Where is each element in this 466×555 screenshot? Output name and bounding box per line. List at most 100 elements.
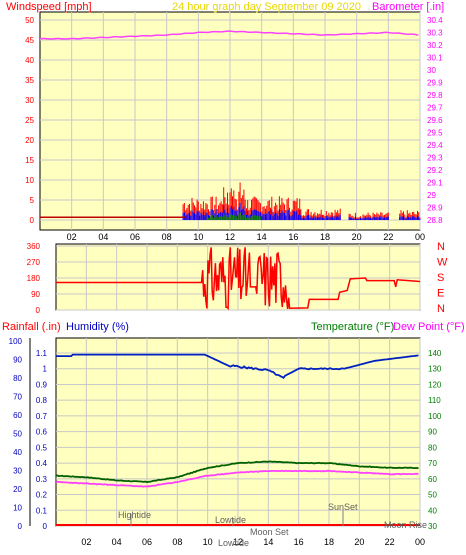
rain-tick-label: 10 xyxy=(13,504,22,513)
series-lines xyxy=(39,30,421,526)
temperature-tick-label: 130 xyxy=(428,365,442,374)
rain-tick-label: 30 xyxy=(13,467,22,476)
temperature-line xyxy=(55,460,419,484)
x-tick-label: 06 xyxy=(130,232,140,242)
compass-label: S xyxy=(437,272,444,284)
x-tick-label-bottom: 20 xyxy=(354,537,364,547)
humidity-tick-label: 1.1 xyxy=(36,349,48,358)
wind-tick-label: 30 xyxy=(25,96,34,105)
lowtide-label: Lowtide xyxy=(215,515,246,525)
baro-tick-label: 29.3 xyxy=(427,154,443,163)
baro-tick-label: 29.4 xyxy=(427,141,443,150)
dir-tick-label: 0 xyxy=(36,306,41,315)
rain-tick-label: 70 xyxy=(13,393,22,402)
rain-tick-label: 20 xyxy=(13,485,22,494)
baro-tick-label: 29.2 xyxy=(427,166,443,175)
baro-tick-label: 29.7 xyxy=(427,104,443,113)
x-tick-label: 08 xyxy=(162,232,172,242)
compass-label: N xyxy=(437,303,445,315)
x-tick-label-bottom: 04 xyxy=(112,537,122,547)
moonrise-label: Moon Rise xyxy=(384,520,427,530)
wind-tick-label: 0 xyxy=(30,216,35,225)
x-tick-label-bottom: 06 xyxy=(142,537,152,547)
wind-tick-label: 45 xyxy=(25,36,34,45)
temperature-tick-label: 90 xyxy=(428,428,437,437)
humidity-tick-label: 0.3 xyxy=(36,475,48,484)
lowtide2-label: Lowtide xyxy=(218,538,249,548)
x-tick-label-bottom: 10 xyxy=(203,537,213,547)
wind-tick-label: 5 xyxy=(30,196,35,205)
wind-tick-label: 25 xyxy=(25,116,34,125)
humidity-tick-label: 0.5 xyxy=(36,443,48,452)
temperature-tick-label: 100 xyxy=(428,412,442,421)
baro-tick-label: 30.1 xyxy=(427,54,443,63)
x-tick-label: 04 xyxy=(98,232,108,242)
temperature-tick-label: 110 xyxy=(428,396,441,405)
temperature-tick-label: 60 xyxy=(428,475,437,484)
temperature-tick-label: 50 xyxy=(428,491,437,500)
temperature-title: Temperature (°F) xyxy=(311,321,394,333)
humidity-tick-label: 0.4 xyxy=(36,459,48,468)
humidity-tick-label: 0.2 xyxy=(36,491,48,500)
baro-tick-label: 29.8 xyxy=(427,91,443,100)
rain-tick-label: 0 xyxy=(18,522,23,531)
humidity-tick-label: 0.9 xyxy=(36,380,48,389)
temperature-tick-label: 70 xyxy=(428,459,437,468)
x-tick-label: 20 xyxy=(352,232,362,242)
baro-tick-label: 30.2 xyxy=(427,41,443,50)
avg-wind-bars xyxy=(206,212,261,220)
wind-tick-label: 10 xyxy=(25,176,34,185)
humidity-title: Humidity (%) xyxy=(66,321,129,333)
x-tick-label-bottom: 22 xyxy=(385,537,395,547)
compass-label: E xyxy=(437,288,444,300)
baro-tick-label: 29.5 xyxy=(427,129,443,138)
humidity-tick-label: 0.8 xyxy=(36,396,48,405)
x-tick-label: 22 xyxy=(383,232,393,242)
humidity-tick-label: 1 xyxy=(43,365,48,374)
temperature-tick-label: 120 xyxy=(428,380,442,389)
baro-tick-label: 30 xyxy=(427,66,436,75)
baro-tick-label: 29.6 xyxy=(427,116,443,125)
humidity-tick-label: 0.6 xyxy=(36,428,48,437)
x-tick-label: 16 xyxy=(288,232,298,242)
x-tick-label-bottom: 14 xyxy=(263,537,273,547)
baro-tick-label: 29.1 xyxy=(427,179,443,188)
humidity-tick-label: 0.1 xyxy=(36,506,48,515)
humidity-tick-label: 0 xyxy=(43,522,48,531)
wind-tick-label: 50 xyxy=(25,16,34,25)
x-tick-label-bottom: 12 xyxy=(233,537,243,547)
dir-tick-label: 180 xyxy=(27,274,41,283)
temperature-tick-label: 30 xyxy=(428,522,437,531)
x-tick-label: 02 xyxy=(67,232,77,242)
baro-tick-label: 28.9 xyxy=(427,204,443,213)
windspeed-bars xyxy=(182,182,421,220)
rain-title: Rainfall (.in) xyxy=(2,321,61,333)
x-tick-label-bottom: 02 xyxy=(81,537,91,547)
wind-tick-label: 15 xyxy=(25,156,34,165)
dir-tick-label: 90 xyxy=(31,290,40,299)
barometer-line xyxy=(39,30,419,40)
moonset-label: Moon Set xyxy=(250,527,289,537)
hightide-label: Hightide xyxy=(118,510,151,520)
x-tick-label: 00 xyxy=(415,232,425,242)
temperature-tick-label: 140 xyxy=(428,349,442,358)
dir-tick-label: 270 xyxy=(27,258,41,267)
x-tick-label: 10 xyxy=(193,232,203,242)
x-tick-label-bottom: 00 xyxy=(415,537,425,547)
axis-labels: 0510152025303540455028.828.92929.129.229… xyxy=(9,16,448,547)
wind-tick-label: 20 xyxy=(25,136,34,145)
rain-tick-label: 50 xyxy=(13,430,22,439)
temperature-tick-label: 80 xyxy=(428,443,437,452)
x-tick-label-bottom: 08 xyxy=(172,537,182,547)
rain-tick-label: 100 xyxy=(9,337,23,346)
baro-title: Barometer [.in] xyxy=(372,1,444,13)
dewpoint-title: Dew Point (°F) xyxy=(393,321,465,333)
x-tick-label: 14 xyxy=(257,232,267,242)
dewpoint-line xyxy=(55,469,419,488)
x-tick-label-bottom: 18 xyxy=(324,537,334,547)
rain-tick-label: 80 xyxy=(13,374,22,383)
baro-tick-label: 29.9 xyxy=(427,79,443,88)
wind-tick-label: 35 xyxy=(25,76,34,85)
